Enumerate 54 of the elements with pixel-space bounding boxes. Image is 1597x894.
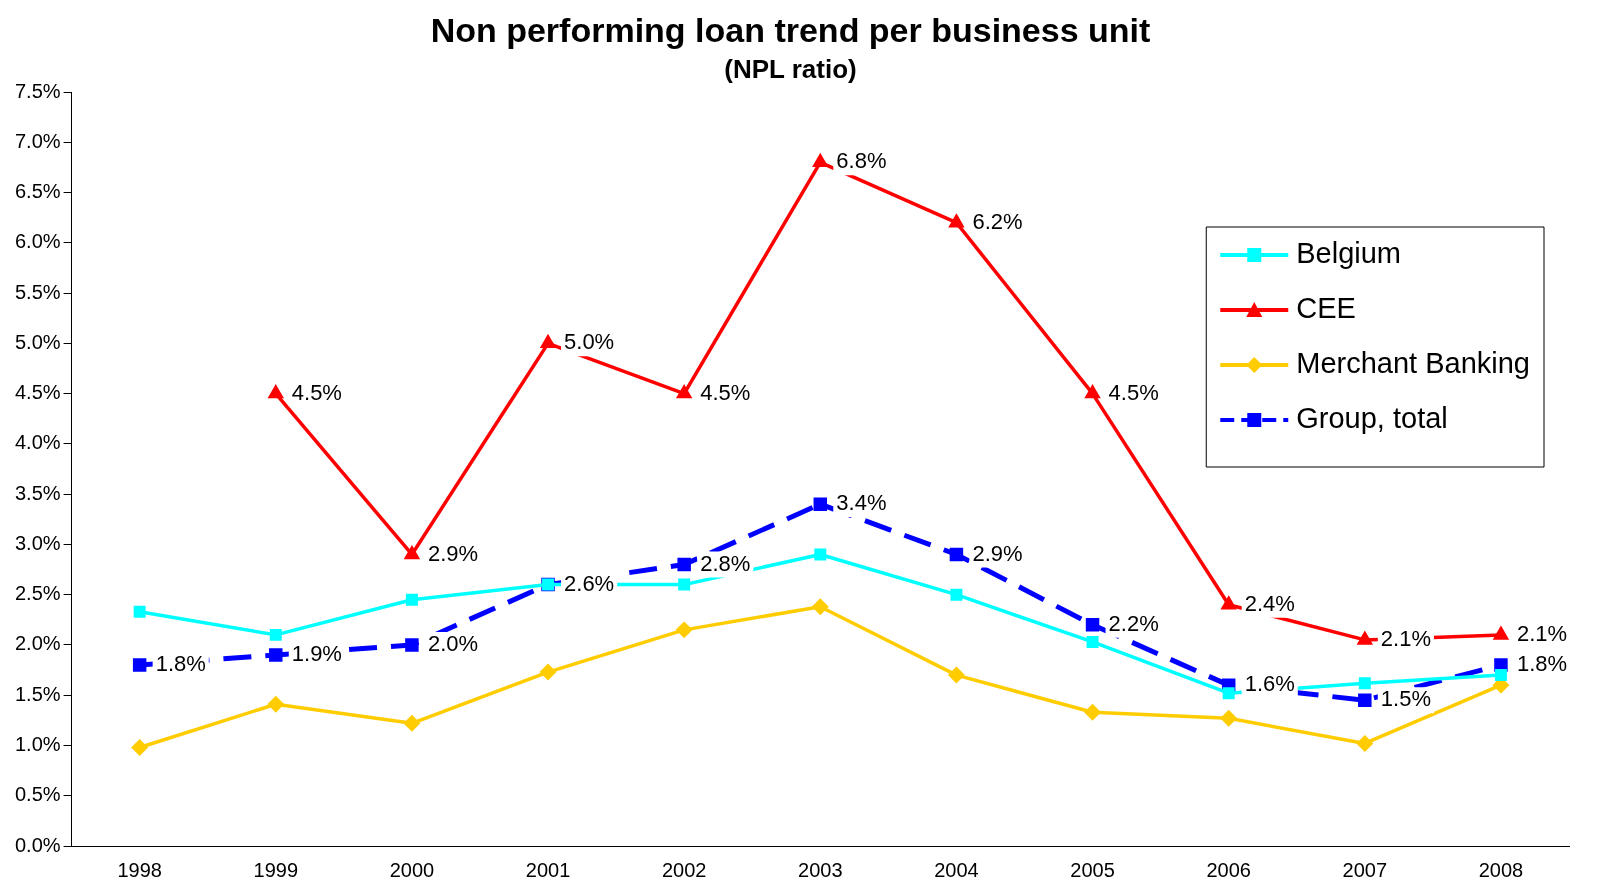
x-tick-label: 2007: [1342, 858, 1388, 881]
data-label: 2.1%: [1380, 625, 1431, 651]
y-tick-label: 0.0%: [14, 833, 61, 856]
legend-label: CEE: [1296, 292, 1356, 324]
data-label: 1.6%: [1244, 671, 1295, 697]
data-label: 1.5%: [1380, 686, 1431, 712]
y-tick-label: 5.5%: [14, 280, 61, 303]
x-tick-label: 2003: [798, 858, 843, 881]
y-tick-label: 7.5%: [14, 79, 61, 102]
y-tick-label: 2.0%: [14, 632, 61, 655]
data-label: 2.2%: [1108, 610, 1159, 636]
y-tick-label: 4.5%: [14, 381, 61, 404]
data-label: 1.8%: [1516, 651, 1568, 677]
y-tick-label: 5.0%: [14, 330, 61, 353]
y-tick-label: 3.0%: [14, 531, 61, 554]
data-label: 4.5%: [1108, 379, 1159, 405]
chart-title: Non performing loan trend per business unit: [430, 10, 1151, 49]
y-tick-label: 2.5%: [14, 582, 61, 605]
data-label: 2.9%: [427, 540, 479, 566]
legend-label: Belgium: [1296, 237, 1402, 269]
x-tick-label: 2002: [661, 858, 707, 881]
y-tick-label: 4.0%: [14, 431, 61, 454]
x-tick-label: 2000: [389, 858, 435, 881]
data-label: 1.8%: [155, 651, 206, 677]
data-label: 1.9%: [291, 641, 342, 667]
x-tick-label: 2004: [934, 858, 979, 881]
data-label: 4.5%: [291, 379, 342, 405]
data-label: 2.4%: [1244, 590, 1295, 616]
chart-subtitle: (NPL ratio): [724, 53, 857, 84]
data-label: 3.4%: [836, 490, 887, 516]
legend-label: Merchant Banking: [1296, 347, 1531, 379]
data-label: 2.8%: [700, 550, 751, 576]
data-label: 4.5%: [700, 379, 751, 405]
y-tick-label: 0.5%: [14, 783, 61, 806]
data-label: 2.9%: [972, 540, 1023, 566]
data-label: 6.8%: [836, 148, 887, 174]
data-label: 2.1%: [1516, 620, 1568, 646]
x-tick-label: 2006: [1206, 858, 1251, 881]
x-tick-label: 2005: [1070, 858, 1115, 881]
y-tick-label: 1.5%: [14, 682, 61, 705]
y-tick-label: 7.0%: [14, 129, 61, 152]
data-label: 6.2%: [972, 208, 1023, 234]
y-tick-label: 1.0%: [14, 732, 61, 755]
y-tick-label: 3.5%: [14, 481, 61, 504]
data-label: 2.0%: [427, 631, 479, 656]
x-tick-label: 2008: [1478, 858, 1524, 881]
x-tick-label: 1999: [253, 858, 299, 881]
data-label: 2.6%: [564, 570, 615, 596]
legend-label: Group, total: [1296, 402, 1448, 434]
x-tick-label: 2001: [525, 858, 571, 881]
y-tick-label: 6.5%: [14, 180, 61, 203]
y-tick-label: 6.0%: [14, 230, 61, 253]
data-label: 5.0%: [564, 329, 615, 355]
x-tick-label: 1998: [117, 858, 162, 881]
